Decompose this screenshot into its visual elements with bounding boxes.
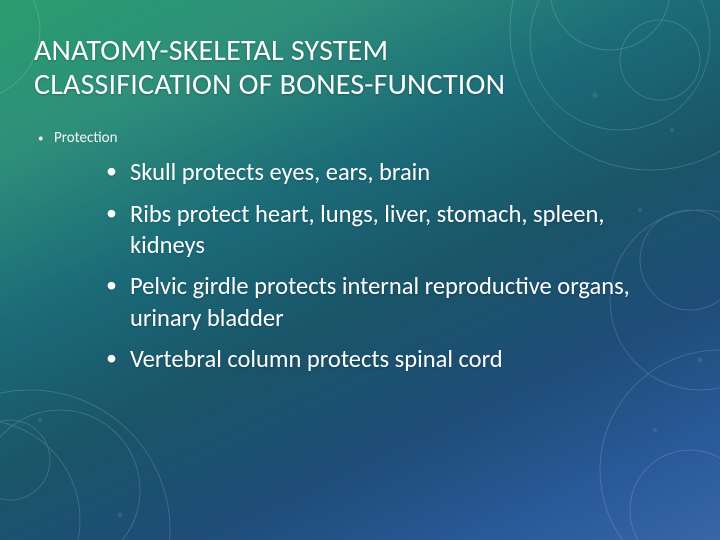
title-line-2: CLASSIFICATION OF BONES-FUNCTION bbox=[34, 66, 505, 103]
bullet-text: Ribs protect heart, lungs, liver, stomac… bbox=[130, 199, 604, 260]
level2-item: Skull protects eyes, ears, brain bbox=[106, 157, 680, 188]
bullet-list-level1: Protection bbox=[34, 129, 680, 147]
slide-title: ANATOMY-SKELETAL SYSTEM CLASSIFICATION O… bbox=[34, 34, 680, 101]
bullet-text: Pelvic girdle protects internal reproduc… bbox=[130, 271, 630, 332]
bullet-list-level2: Skull protects eyes, ears, brain Ribs pr… bbox=[34, 157, 680, 375]
level2-item: Ribs protect heart, lungs, liver, stomac… bbox=[106, 199, 680, 262]
title-line-1: ANATOMY-SKELETAL SYSTEM bbox=[34, 32, 388, 69]
level2-item: Pelvic girdle protects internal reproduc… bbox=[106, 271, 680, 334]
bullet-text: Vertebral column protects spinal cord bbox=[130, 344, 503, 374]
level1-item-protection: Protection bbox=[36, 129, 680, 147]
slide-content: ANATOMY-SKELETAL SYSTEM CLASSIFICATION O… bbox=[0, 0, 720, 405]
level1-label: Protection bbox=[54, 129, 117, 147]
slide: ANATOMY-SKELETAL SYSTEM CLASSIFICATION O… bbox=[0, 0, 720, 540]
level2-item: Vertebral column protects spinal cord bbox=[106, 344, 680, 375]
bullet-text: Skull protects eyes, ears, brain bbox=[130, 157, 430, 187]
